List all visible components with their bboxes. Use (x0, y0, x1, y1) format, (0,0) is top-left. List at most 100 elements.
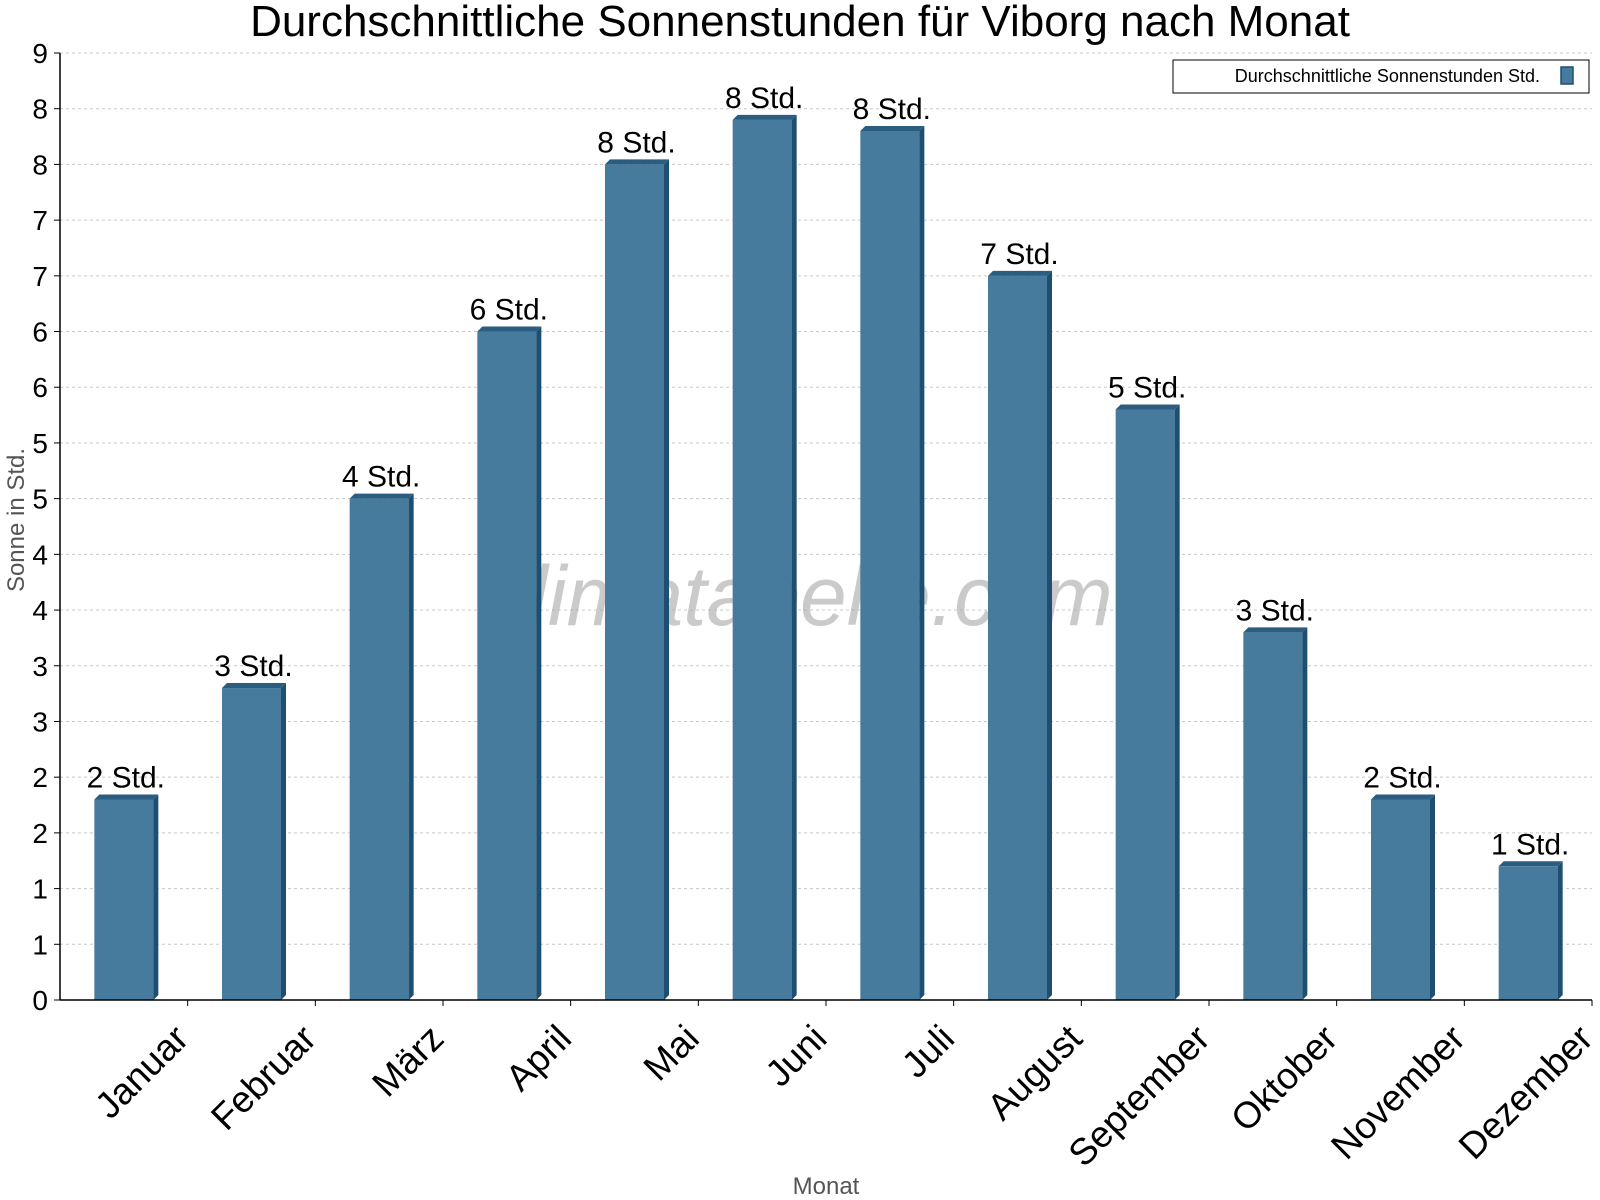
y-tick-label: 1 (32, 874, 48, 905)
bar-top (1243, 627, 1308, 633)
bar-side (791, 114, 797, 1001)
bar-front (477, 331, 537, 1000)
bar-front (94, 799, 154, 1000)
x-axis-title: Monat (793, 1173, 860, 1200)
y-tick-label: 5 (32, 484, 48, 515)
y-tick-label: 6 (32, 317, 48, 348)
bar-side (664, 159, 669, 1001)
data-label: 6 Std. (470, 294, 548, 327)
bar-side (1557, 861, 1563, 1000)
bar-top (1498, 861, 1563, 867)
bar-top (732, 114, 797, 120)
bar-september (1115, 404, 1180, 1000)
bar-series (94, 114, 1563, 1001)
bar-juni (732, 114, 797, 1001)
x-tick-label: Juli (894, 1017, 962, 1085)
bar-top (860, 125, 925, 131)
y-tick-label: 4 (32, 595, 48, 626)
bar-front (1371, 799, 1430, 1000)
y-tick-label: 1 (32, 929, 48, 960)
bar-top (1115, 404, 1180, 410)
bar-side (536, 326, 542, 1000)
y-tick-label: 7 (32, 205, 48, 236)
y-tick-label: 8 (32, 94, 48, 125)
bar-november (1371, 794, 1435, 1000)
data-label: 8 Std. (597, 126, 675, 159)
legend-swatch (1560, 66, 1574, 85)
bar-februar (222, 683, 286, 1000)
bar-front (1243, 632, 1303, 1000)
x-tick-label: März (364, 1017, 451, 1104)
data-label: 2 Std. (1363, 761, 1441, 794)
chart-title: Durchschnittliche Sonnenstunden für Vibo… (250, 0, 1350, 46)
bar-front (1115, 409, 1175, 1000)
bar-top (94, 794, 159, 800)
bar-front (732, 119, 792, 1001)
y-tick-label: 7 (32, 261, 48, 292)
y-tick-label: 3 (32, 706, 48, 737)
bar-front (222, 688, 281, 1000)
y-tick-label: 2 (32, 762, 48, 793)
bar-top (605, 159, 669, 165)
legend-label: Durchschnittliche Sonnenstunden Std. (1235, 66, 1540, 86)
bar-top (988, 270, 1052, 276)
x-tick-label: Juni (757, 1017, 834, 1094)
y-tick-label: 6 (32, 372, 48, 403)
data-label: 5 Std. (1108, 372, 1186, 405)
bar-front (1498, 866, 1558, 1000)
x-tick-label: August (979, 1017, 1090, 1128)
data-label: 2 Std. (87, 761, 165, 794)
y-tick-label: 0 (32, 985, 48, 1016)
x-tick-label: November (1323, 1017, 1473, 1167)
bar-januar (94, 794, 159, 1000)
bar-juli (860, 125, 925, 1001)
bar-front (988, 275, 1047, 1001)
y-tick-label: 4 (32, 539, 48, 570)
bar-side (1174, 404, 1180, 1000)
bar-august (988, 270, 1052, 1001)
data-label: 4 Std. (342, 461, 420, 494)
bar-oktober (1243, 627, 1308, 1000)
axes (59, 53, 1592, 1001)
y-axis-ticks: 0 1 1 2 2 3 3 4 4 5 5 6 6 7 7 8 8 9 (32, 38, 60, 1016)
data-label: 8 Std. (853, 93, 931, 126)
bar-front (349, 498, 409, 1000)
bar-top (222, 683, 286, 689)
data-label: 8 Std. (725, 82, 803, 115)
x-axis-ticks: Januar Februar März April Mai Juni Juli AugustS… (87, 1000, 1600, 1174)
bar-side (919, 125, 925, 1001)
bar-mai (605, 159, 669, 1001)
bar-top (1371, 794, 1435, 800)
y-tick-label: 9 (32, 38, 48, 69)
bar-top (477, 326, 542, 332)
bar-top (349, 493, 414, 499)
bar-front (605, 164, 664, 1001)
bar-side (1430, 794, 1435, 1000)
y-tick-label: 8 (32, 149, 48, 180)
data-label: 1 Std. (1491, 828, 1569, 861)
x-tick-label: Dezember (1451, 1017, 1600, 1167)
data-label: 3 Std. (214, 650, 292, 683)
legend-box (1172, 59, 1590, 94)
data-labels: 2 Std. 3 Std. 4 Std. 6 Std. 8 Std. 8 Std. 8 St… (87, 82, 1570, 861)
bar-april (477, 326, 542, 1000)
bar-märz (349, 493, 414, 1000)
bar-dezember (1498, 861, 1563, 1000)
bar-side (1047, 270, 1052, 1001)
bar-side (153, 794, 159, 1000)
bar-side (281, 683, 286, 1000)
bar-side (408, 493, 414, 1000)
y-tick-label: 3 (32, 651, 48, 682)
y-tick-label: 2 (32, 818, 48, 849)
x-tick-label: Februar (203, 1017, 324, 1138)
data-label: 7 Std. (980, 238, 1058, 271)
bar-front (860, 130, 920, 1001)
bar-side (1302, 627, 1308, 1000)
data-label: 3 Std. (1236, 594, 1314, 627)
x-tick-label: Januar (87, 1017, 196, 1126)
grid-lines (60, 52, 1592, 945)
y-axis-title: Sonne in Std. (3, 448, 30, 592)
x-tick-label: Oktober (1223, 1017, 1345, 1139)
y-tick-label: 5 (32, 428, 48, 459)
